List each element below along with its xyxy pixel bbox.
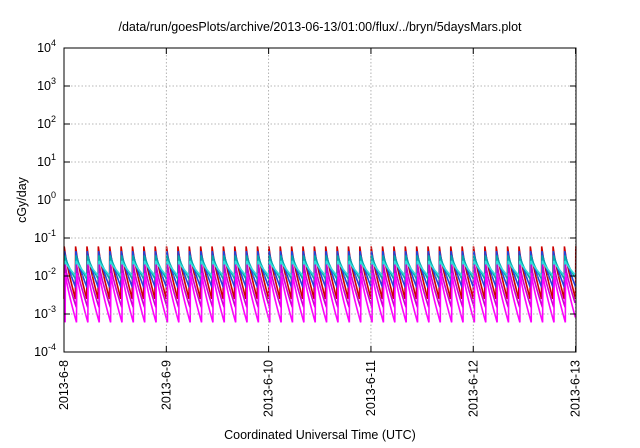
y-tick-label: 104 <box>37 38 56 55</box>
x-tick-label: 2013-6-9 <box>159 360 173 410</box>
y-tick-label: 103 <box>37 76 56 93</box>
x-tick-label: 2013-6-13 <box>569 360 583 417</box>
x-tick-label: 2013-6-12 <box>466 360 480 417</box>
y-tick-label: 101 <box>37 152 56 169</box>
y-tick-label: 102 <box>37 114 56 131</box>
y-tick-label: 100 <box>37 190 56 207</box>
y-tick-label: 10-2 <box>34 266 56 283</box>
x-tick-label: 2013-6-8 <box>57 360 71 410</box>
x-tick-label: 2013-6-10 <box>262 360 276 417</box>
series-line-6 <box>64 272 577 323</box>
series-group <box>63 246 577 323</box>
x-tick-label: 2013-6-11 <box>364 360 378 416</box>
series-line-2 <box>63 251 577 288</box>
series-line-4 <box>63 260 576 279</box>
chart-title: /data/run/goesPlots/archive/2013-06-13/0… <box>118 20 522 34</box>
y-axis-label: cGy/day <box>15 177 29 223</box>
x-axis-label: Coordinated Universal Time (UTC) <box>224 428 416 442</box>
series-line-1 <box>63 246 577 300</box>
series-line-5 <box>64 264 576 308</box>
y-tick-label: 10-4 <box>34 342 56 359</box>
y-tick-label: 10-3 <box>34 304 56 321</box>
y-tick-label: 10-1 <box>34 228 56 245</box>
